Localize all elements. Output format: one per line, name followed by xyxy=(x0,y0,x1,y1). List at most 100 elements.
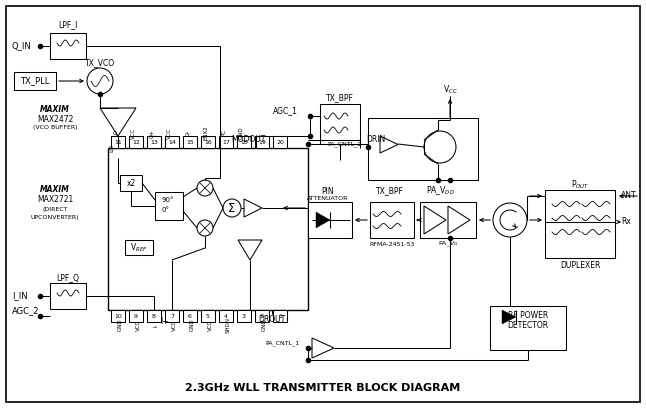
Bar xyxy=(368,118,478,180)
Text: 8: 8 xyxy=(152,313,156,318)
Bar xyxy=(308,202,352,238)
Bar xyxy=(219,136,233,148)
Text: MODOUT: MODOUT xyxy=(231,135,266,145)
Text: 18: 18 xyxy=(240,140,248,145)
Text: PA_V$_{DD}$: PA_V$_{DD}$ xyxy=(426,185,454,197)
Text: 4: 4 xyxy=(224,313,228,318)
Text: GND: GND xyxy=(118,319,123,331)
Text: GND: GND xyxy=(262,319,267,331)
Text: 20: 20 xyxy=(276,140,284,145)
Bar xyxy=(320,104,360,144)
Bar xyxy=(201,310,215,322)
Bar xyxy=(545,190,615,258)
Text: UPCONVERTER): UPCONVERTER) xyxy=(31,216,79,221)
Text: (VCO BUFFER): (VCO BUFFER) xyxy=(33,126,78,131)
Polygon shape xyxy=(316,212,330,228)
Bar xyxy=(111,310,125,322)
Text: AGC_1: AGC_1 xyxy=(273,107,298,116)
Bar xyxy=(201,136,215,148)
Text: TX_BPF: TX_BPF xyxy=(376,187,404,195)
Bar xyxy=(165,310,179,322)
Text: 7: 7 xyxy=(170,313,174,318)
Text: V$_{REF}$: V$_{REF}$ xyxy=(130,242,148,254)
Text: LPF_I: LPF_I xyxy=(58,21,78,29)
Text: 10: 10 xyxy=(114,313,122,318)
Text: 2.3GHz WLL TRANSMITTER BLOCK DIAGRAM: 2.3GHz WLL TRANSMITTER BLOCK DIAGRAM xyxy=(185,383,461,393)
Text: PA_$V_G$: PA_$V_G$ xyxy=(438,239,458,249)
Text: 0°: 0° xyxy=(162,207,170,213)
Polygon shape xyxy=(502,310,516,324)
Text: DRIN: DRIN xyxy=(366,135,385,145)
Bar xyxy=(50,283,86,309)
Bar xyxy=(183,310,197,322)
Bar xyxy=(165,136,179,148)
Text: 15: 15 xyxy=(186,140,194,145)
Text: 16: 16 xyxy=(204,140,212,145)
Text: I_IN: I_IN xyxy=(12,292,28,301)
Text: LPF_Q: LPF_Q xyxy=(56,273,79,282)
Bar xyxy=(155,192,183,220)
Bar xyxy=(14,72,56,90)
Text: LO: LO xyxy=(110,144,114,152)
Text: TX_PLL: TX_PLL xyxy=(20,76,50,85)
Bar xyxy=(50,33,86,59)
Text: ATTENUATOR: ATTENUATOR xyxy=(307,195,349,200)
Text: Σ: Σ xyxy=(228,202,236,214)
Text: I-: I- xyxy=(154,323,159,327)
Text: GND: GND xyxy=(239,127,244,139)
Bar xyxy=(370,202,414,238)
Text: DUPLEXER: DUPLEXER xyxy=(560,261,600,270)
Text: 6: 6 xyxy=(188,313,192,318)
Text: Rx: Rx xyxy=(621,218,631,226)
Text: MAX2721: MAX2721 xyxy=(37,195,73,204)
Text: Q-: Q- xyxy=(185,130,190,136)
Text: Q+: Q+ xyxy=(149,128,154,138)
Text: AGC_2: AGC_2 xyxy=(12,306,39,316)
Text: VCC: VCC xyxy=(208,319,213,331)
Bar xyxy=(120,175,142,191)
Bar xyxy=(420,202,476,238)
Text: SHDN: SHDN xyxy=(226,317,231,333)
Text: PC: PC xyxy=(221,130,226,137)
Text: 11: 11 xyxy=(114,140,122,145)
Text: 3: 3 xyxy=(242,313,246,318)
Text: VCC: VCC xyxy=(136,319,141,331)
Bar xyxy=(147,136,161,148)
Bar xyxy=(255,310,269,322)
Bar xyxy=(108,148,308,310)
Text: 5: 5 xyxy=(206,313,210,318)
Bar xyxy=(129,136,143,148)
Bar xyxy=(255,136,269,148)
Text: MAX2472: MAX2472 xyxy=(37,114,73,123)
Text: PA_CNTL_2: PA_CNTL_2 xyxy=(328,141,362,147)
Text: 13: 13 xyxy=(150,140,158,145)
Text: (DIRECT: (DIRECT xyxy=(42,207,68,213)
Bar xyxy=(125,240,153,255)
Bar xyxy=(183,136,197,148)
Text: 19: 19 xyxy=(258,140,266,145)
Text: 14: 14 xyxy=(168,140,176,145)
Text: Q_IN: Q_IN xyxy=(12,41,32,50)
Text: I+: I+ xyxy=(160,318,169,327)
Bar xyxy=(147,310,161,322)
Bar xyxy=(111,136,125,148)
Text: 2: 2 xyxy=(260,313,264,318)
Text: VCC: VCC xyxy=(131,127,136,139)
Bar xyxy=(129,310,143,322)
Text: DROUT: DROUT xyxy=(258,316,286,325)
Text: GND: GND xyxy=(190,319,195,331)
Text: x2: x2 xyxy=(127,178,136,188)
Text: RF POWER: RF POWER xyxy=(508,311,548,320)
Text: 12: 12 xyxy=(132,140,140,145)
Bar xyxy=(237,310,251,322)
Text: V$_{CC}$: V$_{CC}$ xyxy=(443,84,457,96)
Text: DETECTOR: DETECTOR xyxy=(508,321,548,330)
Text: TX_VCO: TX_VCO xyxy=(85,59,115,67)
Text: LO: LO xyxy=(113,130,118,137)
Text: 17: 17 xyxy=(222,140,230,145)
Bar xyxy=(273,310,287,322)
Text: VCC: VCC xyxy=(167,127,172,139)
Text: 90°: 90° xyxy=(162,197,174,203)
Text: P$_{OUT}$: P$_{OUT}$ xyxy=(571,179,589,191)
Bar xyxy=(490,306,566,350)
